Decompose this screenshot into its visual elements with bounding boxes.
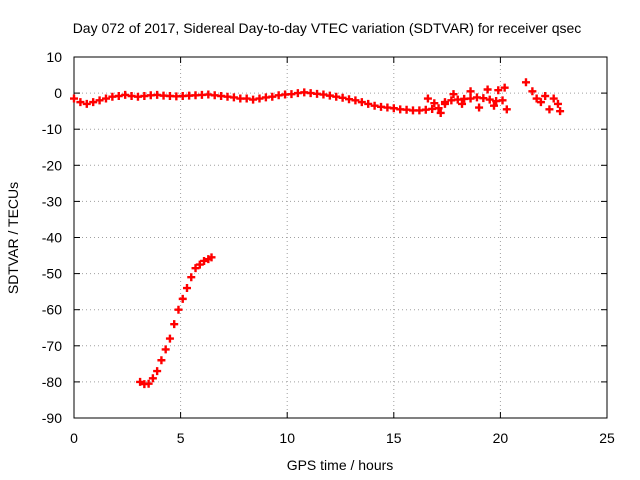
data-point [187,273,196,282]
y-tick-label: 0 [54,85,62,101]
data-point [458,99,467,108]
data-point [521,78,530,87]
data-point [479,94,488,103]
data-point [182,284,191,293]
data-points [70,78,565,389]
data-point [423,94,432,103]
data-point [556,107,565,116]
data-point [207,253,216,262]
data-point [485,95,494,104]
data-point [174,305,183,314]
data-point [161,345,170,354]
data-point [466,87,475,96]
data-point [500,83,509,92]
data-point [136,377,145,386]
data-point [338,93,347,102]
y-tick-label: -30 [42,193,62,209]
data-point [351,96,360,105]
data-point [95,96,104,105]
data-point [268,92,277,101]
data-point [528,87,537,96]
data-point [153,367,162,376]
x-tick-label: 5 [177,430,185,446]
x-tick-label: 15 [386,430,402,446]
data-point [502,105,511,114]
data-point [101,94,110,103]
y-tick-label: -10 [42,121,62,137]
data-point [549,94,558,103]
y-tick-label: -50 [42,266,62,282]
data-point [553,99,562,108]
data-point [440,98,449,107]
y-tick-label: -70 [42,338,62,354]
data-point [76,98,85,107]
data-point [157,356,166,365]
axis-ticks [73,56,608,419]
y-tick-label: -20 [42,157,62,173]
y-tick-labels: 10 0 -10 -20 -30 -40 -50 -60 -70 -80 -90 [42,49,62,426]
data-point [430,99,439,108]
y-tick-label: -80 [42,374,62,390]
y-tick-label: -60 [42,302,62,318]
data-point [144,379,153,388]
data-point [436,108,445,117]
x-axis-label: GPS time / hours [287,457,394,473]
data-point [475,103,484,112]
x-tick-label: 0 [70,430,78,446]
data-point [191,264,200,273]
data-point [148,374,157,383]
data-point [70,94,78,103]
data-point [536,98,545,107]
data-point [82,99,91,108]
x-tick-label: 20 [493,430,509,446]
data-point [200,256,209,265]
data-point [165,334,174,343]
data-point [178,294,187,303]
x-tick-labels: 0 5 10 15 20 25 [70,430,615,446]
data-point [498,96,507,105]
data-point [434,104,443,113]
y-tick-label: -40 [42,230,62,246]
data-point [357,98,366,107]
plot-frame [73,56,608,419]
data-point [545,105,554,114]
data-point [195,260,204,269]
y-tick-label: 10 [46,49,62,65]
x-tick-label: 10 [279,430,295,446]
data-point [364,99,373,108]
y-axis-label: SDTVAR / TECUs [5,182,21,294]
data-point [490,101,499,110]
y-tick-label: -90 [42,410,62,426]
grid-lines [74,57,607,418]
data-point [170,320,179,329]
data-point [89,98,98,107]
data-point [541,91,550,100]
chart-title: Day 072 of 2017, Sidereal Day-to-day VTE… [73,20,582,36]
data-point [449,90,458,99]
data-point [483,85,492,94]
x-tick-label: 25 [599,430,615,446]
data-point [532,94,541,103]
data-point [494,86,503,95]
